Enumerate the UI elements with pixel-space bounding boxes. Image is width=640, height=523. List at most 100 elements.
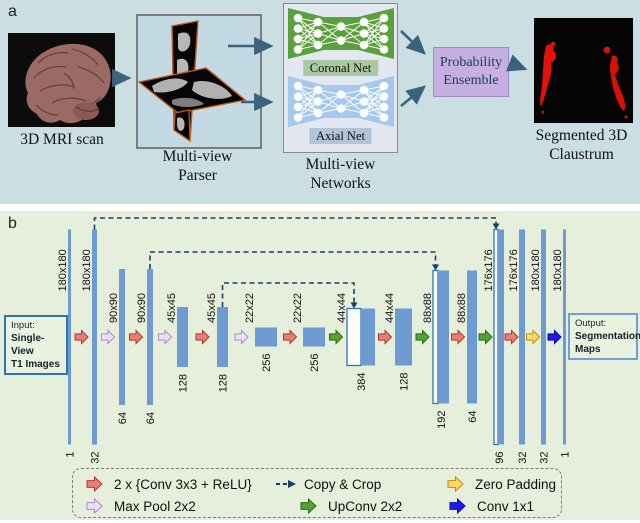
channel-count-label: 192 xyxy=(436,411,448,429)
mri-slices-graphic xyxy=(137,20,247,143)
pool-glyph xyxy=(86,498,103,514)
legend-label: Copy & Crop xyxy=(304,476,382,492)
copy-crop-connection xyxy=(149,251,437,269)
parser-caption: Multi-view Parser xyxy=(162,148,233,184)
legend-label: Max Pool 2x2 xyxy=(114,498,196,514)
feature-size-label: 180x180 xyxy=(530,249,542,291)
unet-bar xyxy=(361,308,375,366)
feature-size-label: 90x90 xyxy=(108,293,120,323)
panel-a-label: a xyxy=(8,3,17,20)
zeropad-arrow xyxy=(526,329,541,345)
output-line3: Maps xyxy=(575,344,601,356)
legend-item-copy: Copy & Crop xyxy=(275,476,381,492)
input-line2: Single-View xyxy=(11,333,45,358)
legend-item-pool: Max Pool 2x2 xyxy=(85,498,196,514)
channel-count-label: 128 xyxy=(178,374,190,392)
pipeline-arrows xyxy=(112,30,528,112)
segmented-claustrum-image xyxy=(534,18,633,123)
channel-count-label: 32 xyxy=(517,452,529,464)
feature-size-label: 180x180 xyxy=(81,249,93,291)
channel-count-label: 256 xyxy=(261,354,273,372)
mri-brain-image xyxy=(8,33,115,127)
channel-count-label: 64 xyxy=(467,411,479,423)
unet-bar xyxy=(519,229,525,445)
arrow-axial-to-ensemble xyxy=(400,85,427,108)
legend: 2 x {Conv 3x3 + ReLU} Copy & Crop Zero Pad… xyxy=(72,468,562,518)
copy-arrow-icon xyxy=(276,480,296,488)
unet-bar xyxy=(255,327,277,347)
feature-size-label: 90x90 xyxy=(136,293,148,323)
unet-bar-copied xyxy=(346,307,362,367)
arrow-coronal-to-ensemble xyxy=(400,30,426,55)
unet-bar xyxy=(498,229,504,445)
feature-size-label: 176x176 xyxy=(508,249,520,291)
output-line2: Segmentation xyxy=(575,331,640,343)
copy-crop-arrowhead xyxy=(350,302,358,309)
pool-arrow xyxy=(234,329,249,345)
claustrum-left-segment xyxy=(540,41,556,114)
feature-size-label: 44x44 xyxy=(336,293,348,323)
copy-crop-arrowhead xyxy=(492,223,500,230)
channel-count-label: 64 xyxy=(145,412,157,424)
conv-arrow xyxy=(504,329,519,345)
unet-bar xyxy=(395,308,412,366)
arrow-ensemble-to-output xyxy=(505,54,528,72)
conv-arrow xyxy=(74,329,89,345)
legend-label: UpConv 2x2 xyxy=(328,498,403,514)
conv-arrow-icon xyxy=(86,476,103,492)
output-line1: Output: xyxy=(575,318,607,329)
channel-count-label: 384 xyxy=(356,373,368,391)
conv-arrow xyxy=(451,329,466,345)
input-line1: Input: xyxy=(11,320,35,331)
unet-bar xyxy=(92,229,97,445)
unet-diagram: 180x180 1 180x180 32 90x90 64 90x90 64 45x45 128 4… xyxy=(57,217,572,464)
channel-count-label: 1 xyxy=(65,452,77,458)
conv1x1-glyph xyxy=(449,498,466,514)
input-line3: T1 Images xyxy=(11,359,60,371)
legend-item-upconv: UpConv 2x2 xyxy=(299,498,402,514)
zeropad-arrow-icon xyxy=(447,476,464,492)
unet-bar xyxy=(541,229,546,445)
unet-panel: b 180x180 1 180x180 32 90x90 64 90x90 64 45x45 12… xyxy=(0,211,640,520)
unet-bar xyxy=(177,307,188,367)
legend-item-zeropad: Zero Padding xyxy=(446,476,556,492)
feature-size-label: 45x45 xyxy=(206,293,218,323)
channel-count-label: 256 xyxy=(309,354,321,372)
coronal-net-label: Coronal Net xyxy=(302,60,379,77)
conv-arrow xyxy=(283,329,298,345)
unet-bar xyxy=(467,270,477,404)
pool-arrow xyxy=(101,329,116,345)
legend-label: Zero Padding xyxy=(475,476,557,492)
unet-bar xyxy=(68,229,71,445)
output-box: Output: Segmentation Maps xyxy=(568,313,640,361)
upconv-arrow xyxy=(415,329,430,345)
axial-net-label: Axial Net xyxy=(309,128,372,145)
feature-size-label: 88x88 xyxy=(422,293,434,323)
claustrum-right-segment xyxy=(603,46,628,119)
coronal-net-graphic xyxy=(288,8,394,59)
unet-bar xyxy=(303,327,325,347)
probability-ensemble-box: Probability Ensemble xyxy=(433,47,509,97)
feature-size-label: 45x45 xyxy=(166,293,178,323)
upconv-arrow-icon xyxy=(300,498,317,514)
channel-count-label: 64 xyxy=(117,412,129,424)
axial-net-graphic xyxy=(288,76,394,127)
unet-bar xyxy=(119,269,125,405)
legend-item-conv1x1: Conv 1x1 xyxy=(448,498,534,514)
claustrum-caption: Segmented 3D Claustrum xyxy=(535,127,628,163)
legend-label: Conv 1x1 xyxy=(477,498,535,514)
unet-bar xyxy=(147,269,153,405)
feature-size-label: 176x176 xyxy=(483,249,495,291)
unet-bar xyxy=(563,229,566,445)
unet-bar xyxy=(217,307,228,367)
feature-size-label: 88x88 xyxy=(456,293,468,323)
upconv-arrow xyxy=(478,329,493,345)
legend-item-conv: 2 x {Conv 3x3 + ReLU} xyxy=(85,476,252,492)
feature-size-label: 180x180 xyxy=(552,249,564,291)
upconv-arrow xyxy=(329,329,344,345)
unet-bar-copied xyxy=(432,269,439,405)
pipeline-panel: a 3D MRI scan xyxy=(0,0,640,204)
feature-size-label: 22x22 xyxy=(244,293,256,323)
conv-arrow xyxy=(195,329,210,345)
